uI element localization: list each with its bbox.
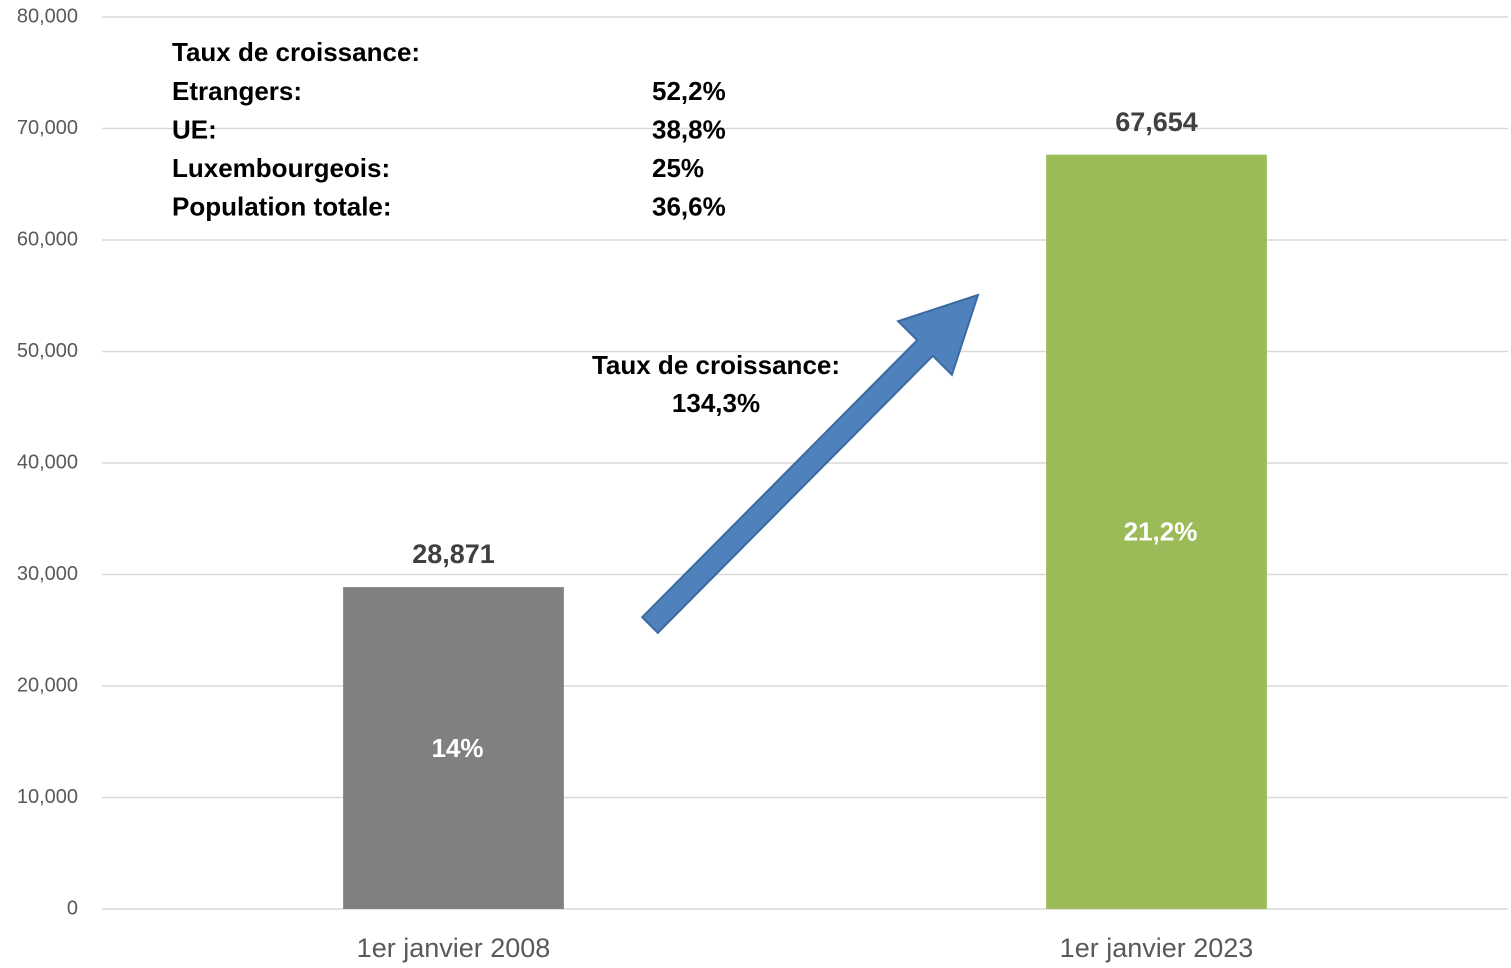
total-growth-label: Taux de croissance: — [592, 350, 840, 380]
bar-inner-label: 14% — [431, 733, 483, 763]
total-growth-value: 134,3% — [672, 388, 760, 418]
y-tick-label: 50,000 — [17, 340, 78, 362]
growth-row-value: 25% — [652, 153, 704, 183]
growth-table-title: Taux de croissance: — [172, 37, 420, 67]
y-tick-label: 20,000 — [17, 674, 78, 696]
y-tick-label: 0 — [67, 897, 78, 919]
y-tick-label: 10,000 — [17, 786, 78, 808]
growth-row-value: 38,8% — [652, 114, 726, 144]
growth-row-label: Etrangers: — [172, 76, 302, 106]
growth-arrow — [640, 293, 980, 635]
bar-inner-label: 21,2% — [1124, 517, 1198, 547]
bar — [343, 587, 564, 909]
growth-row-label: Luxembourgeois: — [172, 153, 390, 183]
growth-row-value: 52,2% — [652, 76, 726, 106]
x-tick-label: 1er janvier 2008 — [357, 933, 551, 963]
value-label: 67,654 — [1115, 107, 1198, 137]
y-tick-label: 30,000 — [17, 563, 78, 585]
y-tick-label: 60,000 — [17, 228, 78, 250]
y-tick-label: 40,000 — [17, 451, 78, 473]
growth-row-label: Population totale: — [172, 191, 392, 221]
y-tick-label: 80,000 — [17, 5, 78, 27]
x-tick-label: 1er janvier 2023 — [1060, 933, 1254, 963]
y-tick-label: 70,000 — [17, 117, 78, 139]
bar — [1046, 154, 1267, 909]
growth-row-label: UE: — [172, 114, 217, 144]
growth-row-value: 36,6% — [652, 191, 726, 221]
value-label: 28,871 — [412, 539, 495, 569]
